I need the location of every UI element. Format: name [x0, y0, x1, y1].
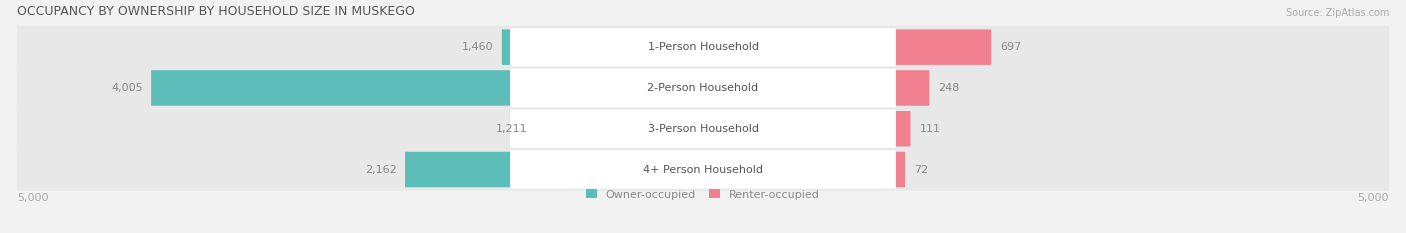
Text: 3-Person Household: 3-Person Household — [648, 124, 758, 134]
Text: 1,460: 1,460 — [463, 42, 494, 52]
Text: 2,162: 2,162 — [366, 164, 396, 175]
FancyBboxPatch shape — [896, 111, 911, 147]
Text: 248: 248 — [938, 83, 960, 93]
FancyBboxPatch shape — [502, 29, 510, 65]
FancyBboxPatch shape — [17, 26, 1389, 69]
Text: 5,000: 5,000 — [1358, 193, 1389, 203]
Text: 72: 72 — [914, 164, 928, 175]
FancyBboxPatch shape — [510, 111, 536, 147]
FancyBboxPatch shape — [510, 28, 896, 66]
Text: 4,005: 4,005 — [111, 83, 143, 93]
FancyBboxPatch shape — [510, 150, 896, 189]
Legend: Owner-occupied, Renter-occupied: Owner-occupied, Renter-occupied — [586, 189, 820, 200]
Text: 1-Person Household: 1-Person Household — [648, 42, 758, 52]
Text: 4+ Person Household: 4+ Person Household — [643, 164, 763, 175]
FancyBboxPatch shape — [17, 107, 1389, 150]
Text: Source: ZipAtlas.com: Source: ZipAtlas.com — [1286, 8, 1389, 18]
FancyBboxPatch shape — [152, 70, 510, 106]
FancyBboxPatch shape — [510, 69, 896, 107]
FancyBboxPatch shape — [17, 148, 1389, 191]
Text: OCCUPANCY BY OWNERSHIP BY HOUSEHOLD SIZE IN MUSKEGO: OCCUPANCY BY OWNERSHIP BY HOUSEHOLD SIZE… — [17, 5, 415, 18]
Text: 1,211: 1,211 — [496, 124, 527, 134]
FancyBboxPatch shape — [896, 29, 991, 65]
FancyBboxPatch shape — [17, 67, 1389, 109]
Text: 5,000: 5,000 — [17, 193, 48, 203]
FancyBboxPatch shape — [896, 152, 905, 187]
FancyBboxPatch shape — [510, 110, 896, 148]
FancyBboxPatch shape — [896, 70, 929, 106]
Text: 111: 111 — [920, 124, 941, 134]
FancyBboxPatch shape — [405, 152, 510, 187]
Text: 697: 697 — [1000, 42, 1021, 52]
Text: 2-Person Household: 2-Person Household — [647, 83, 759, 93]
